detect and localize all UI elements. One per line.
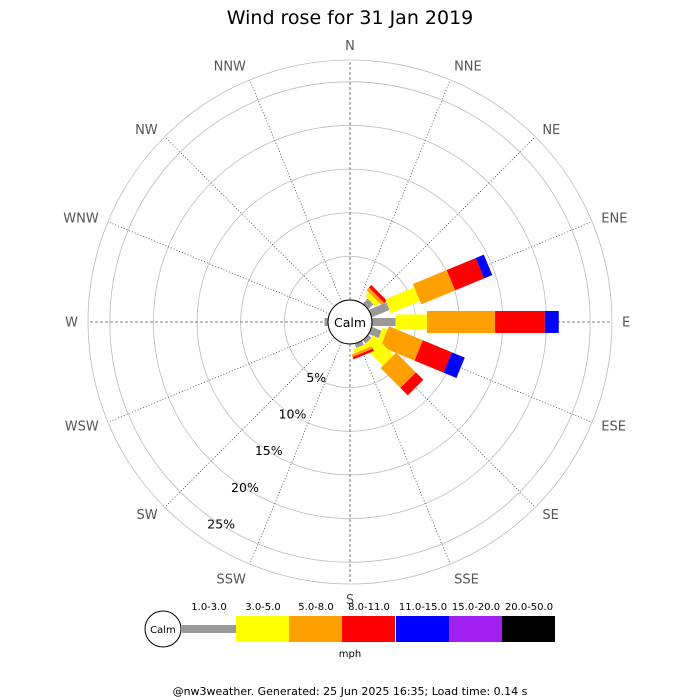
bar-sse-5.0-8.0 bbox=[351, 346, 373, 358]
direction-label-ne: NE bbox=[542, 123, 560, 138]
direction-label-ese: ESE bbox=[601, 420, 626, 435]
direction-label-wsw: WSW bbox=[65, 420, 99, 435]
legend-units: mph bbox=[339, 649, 361, 660]
direction-label-e: E bbox=[622, 316, 630, 331]
calm-circle: Calm bbox=[327, 299, 373, 345]
bar-ese-5.0-8.0 bbox=[380, 326, 423, 361]
ring-label: 10% bbox=[279, 407, 307, 422]
footer-text: @nw3weather. Generated: 25 Jun 2025 16:3… bbox=[173, 685, 528, 698]
spoke-wsw bbox=[107, 330, 330, 423]
spoke-nnw bbox=[249, 79, 342, 302]
bar-ese-3.0-5.0 bbox=[377, 327, 388, 344]
bar-ene-1.0-3.0 bbox=[368, 302, 390, 318]
chart-title: Wind rose for 31 Jan 2019 bbox=[227, 7, 474, 29]
bar-ne-3.0-5.0 bbox=[365, 292, 380, 307]
legend-label-8.0-11.0: 8.0-11.0 bbox=[348, 602, 390, 613]
calm-label: Calm bbox=[334, 315, 366, 330]
bar-ese-8.0-11.0 bbox=[414, 340, 452, 373]
bar-ne-1.0-3.0 bbox=[362, 298, 374, 310]
legend-calm-label: Calm bbox=[150, 625, 176, 636]
bar-se-1.0-3.0 bbox=[362, 334, 372, 344]
legend-label-11.0-15.0: 11.0-15.0 bbox=[399, 602, 447, 613]
direction-label-s: S bbox=[346, 593, 354, 608]
ring-label: 5% bbox=[306, 370, 326, 385]
direction-label-w: W bbox=[65, 316, 78, 331]
grid-ring-outer bbox=[87, 59, 613, 585]
direction-label-n: N bbox=[345, 39, 355, 54]
direction-label-sse: SSE bbox=[454, 572, 479, 587]
spoke-nne bbox=[358, 79, 451, 302]
direction-label-ssw: SSW bbox=[217, 572, 247, 587]
bar-ese-11.0-15.0 bbox=[443, 352, 465, 378]
legend-swatch-8.0-11.0 bbox=[342, 616, 395, 642]
rose-bars bbox=[324, 254, 559, 396]
direction-label-nne: NNE bbox=[454, 60, 482, 75]
legend-swatch-11.0-15.0 bbox=[396, 616, 449, 642]
legend-swatch-20.0-50.0 bbox=[502, 616, 555, 642]
spoke-ssw bbox=[249, 342, 342, 565]
bar-ene-8.0-11.0 bbox=[446, 257, 485, 291]
spoke-nw bbox=[164, 136, 335, 307]
bar-se-5.0-8.0 bbox=[380, 352, 416, 388]
bar-sse-3.0-5.0 bbox=[353, 343, 369, 354]
bar-se-8.0-11.0 bbox=[400, 372, 424, 396]
bar-ene-3.0-5.0 bbox=[385, 287, 420, 314]
legend-label-3.0-5.0: 3.0-5.0 bbox=[245, 602, 280, 613]
ring-label: 25% bbox=[207, 516, 235, 531]
legend-label-15.0-20.0: 15.0-20.0 bbox=[452, 602, 500, 613]
bar-sse-1.0-3.0 bbox=[354, 340, 364, 348]
bar-ne-5.0-8.0 bbox=[366, 287, 385, 306]
direction-label-nw: NW bbox=[135, 123, 158, 138]
legend-swatch-5.0-8.0 bbox=[289, 616, 342, 642]
direction-label-sw: SW bbox=[137, 508, 158, 523]
ring-labels: 5% 10% 15% 20% 25% bbox=[207, 370, 326, 531]
spoke-wnw bbox=[107, 221, 330, 314]
bar-ese-1.0-3.0 bbox=[368, 326, 382, 339]
legend-swatch-3.0-5.0 bbox=[236, 616, 289, 642]
spoke-sse bbox=[358, 342, 451, 565]
direction-label-nnw: NNW bbox=[214, 60, 246, 75]
spoke-ne bbox=[365, 136, 536, 307]
bar-se-3.0-5.0 bbox=[363, 335, 394, 366]
ring-label: 15% bbox=[255, 443, 283, 458]
legend-swatch-15.0-20.0 bbox=[449, 616, 502, 642]
legend-label-5.0-8.0: 5.0-8.0 bbox=[298, 602, 333, 613]
bar-ne-8.0-11.0 bbox=[368, 285, 387, 304]
ring-label: 20% bbox=[231, 480, 259, 495]
legend-label-1.0-3.0: 1.0-3.0 bbox=[191, 602, 226, 613]
bar-sse-8.0-11.0 bbox=[352, 348, 374, 360]
spoke-sw bbox=[164, 337, 335, 508]
grid-ring bbox=[109, 81, 591, 563]
bar-ene-11.0-15.0 bbox=[475, 254, 493, 279]
bar-ene-5.0-8.0 bbox=[412, 270, 456, 305]
direction-label-ene: ENE bbox=[601, 211, 627, 226]
speed-legend: Calm 1.0-3.0 3.0-5.0 5.0-8.0 8.0-11.0 11.0-1… bbox=[144, 602, 555, 660]
direction-label-wnw: WNW bbox=[63, 211, 99, 226]
direction-labels: N NNE NE ENE E ESE SE SSE S SSW SW WSW W WNW NW NNW bbox=[63, 39, 630, 608]
direction-label-se: SE bbox=[542, 508, 558, 523]
legend-label-20.0-50.0: 20.0-50.0 bbox=[505, 602, 553, 613]
